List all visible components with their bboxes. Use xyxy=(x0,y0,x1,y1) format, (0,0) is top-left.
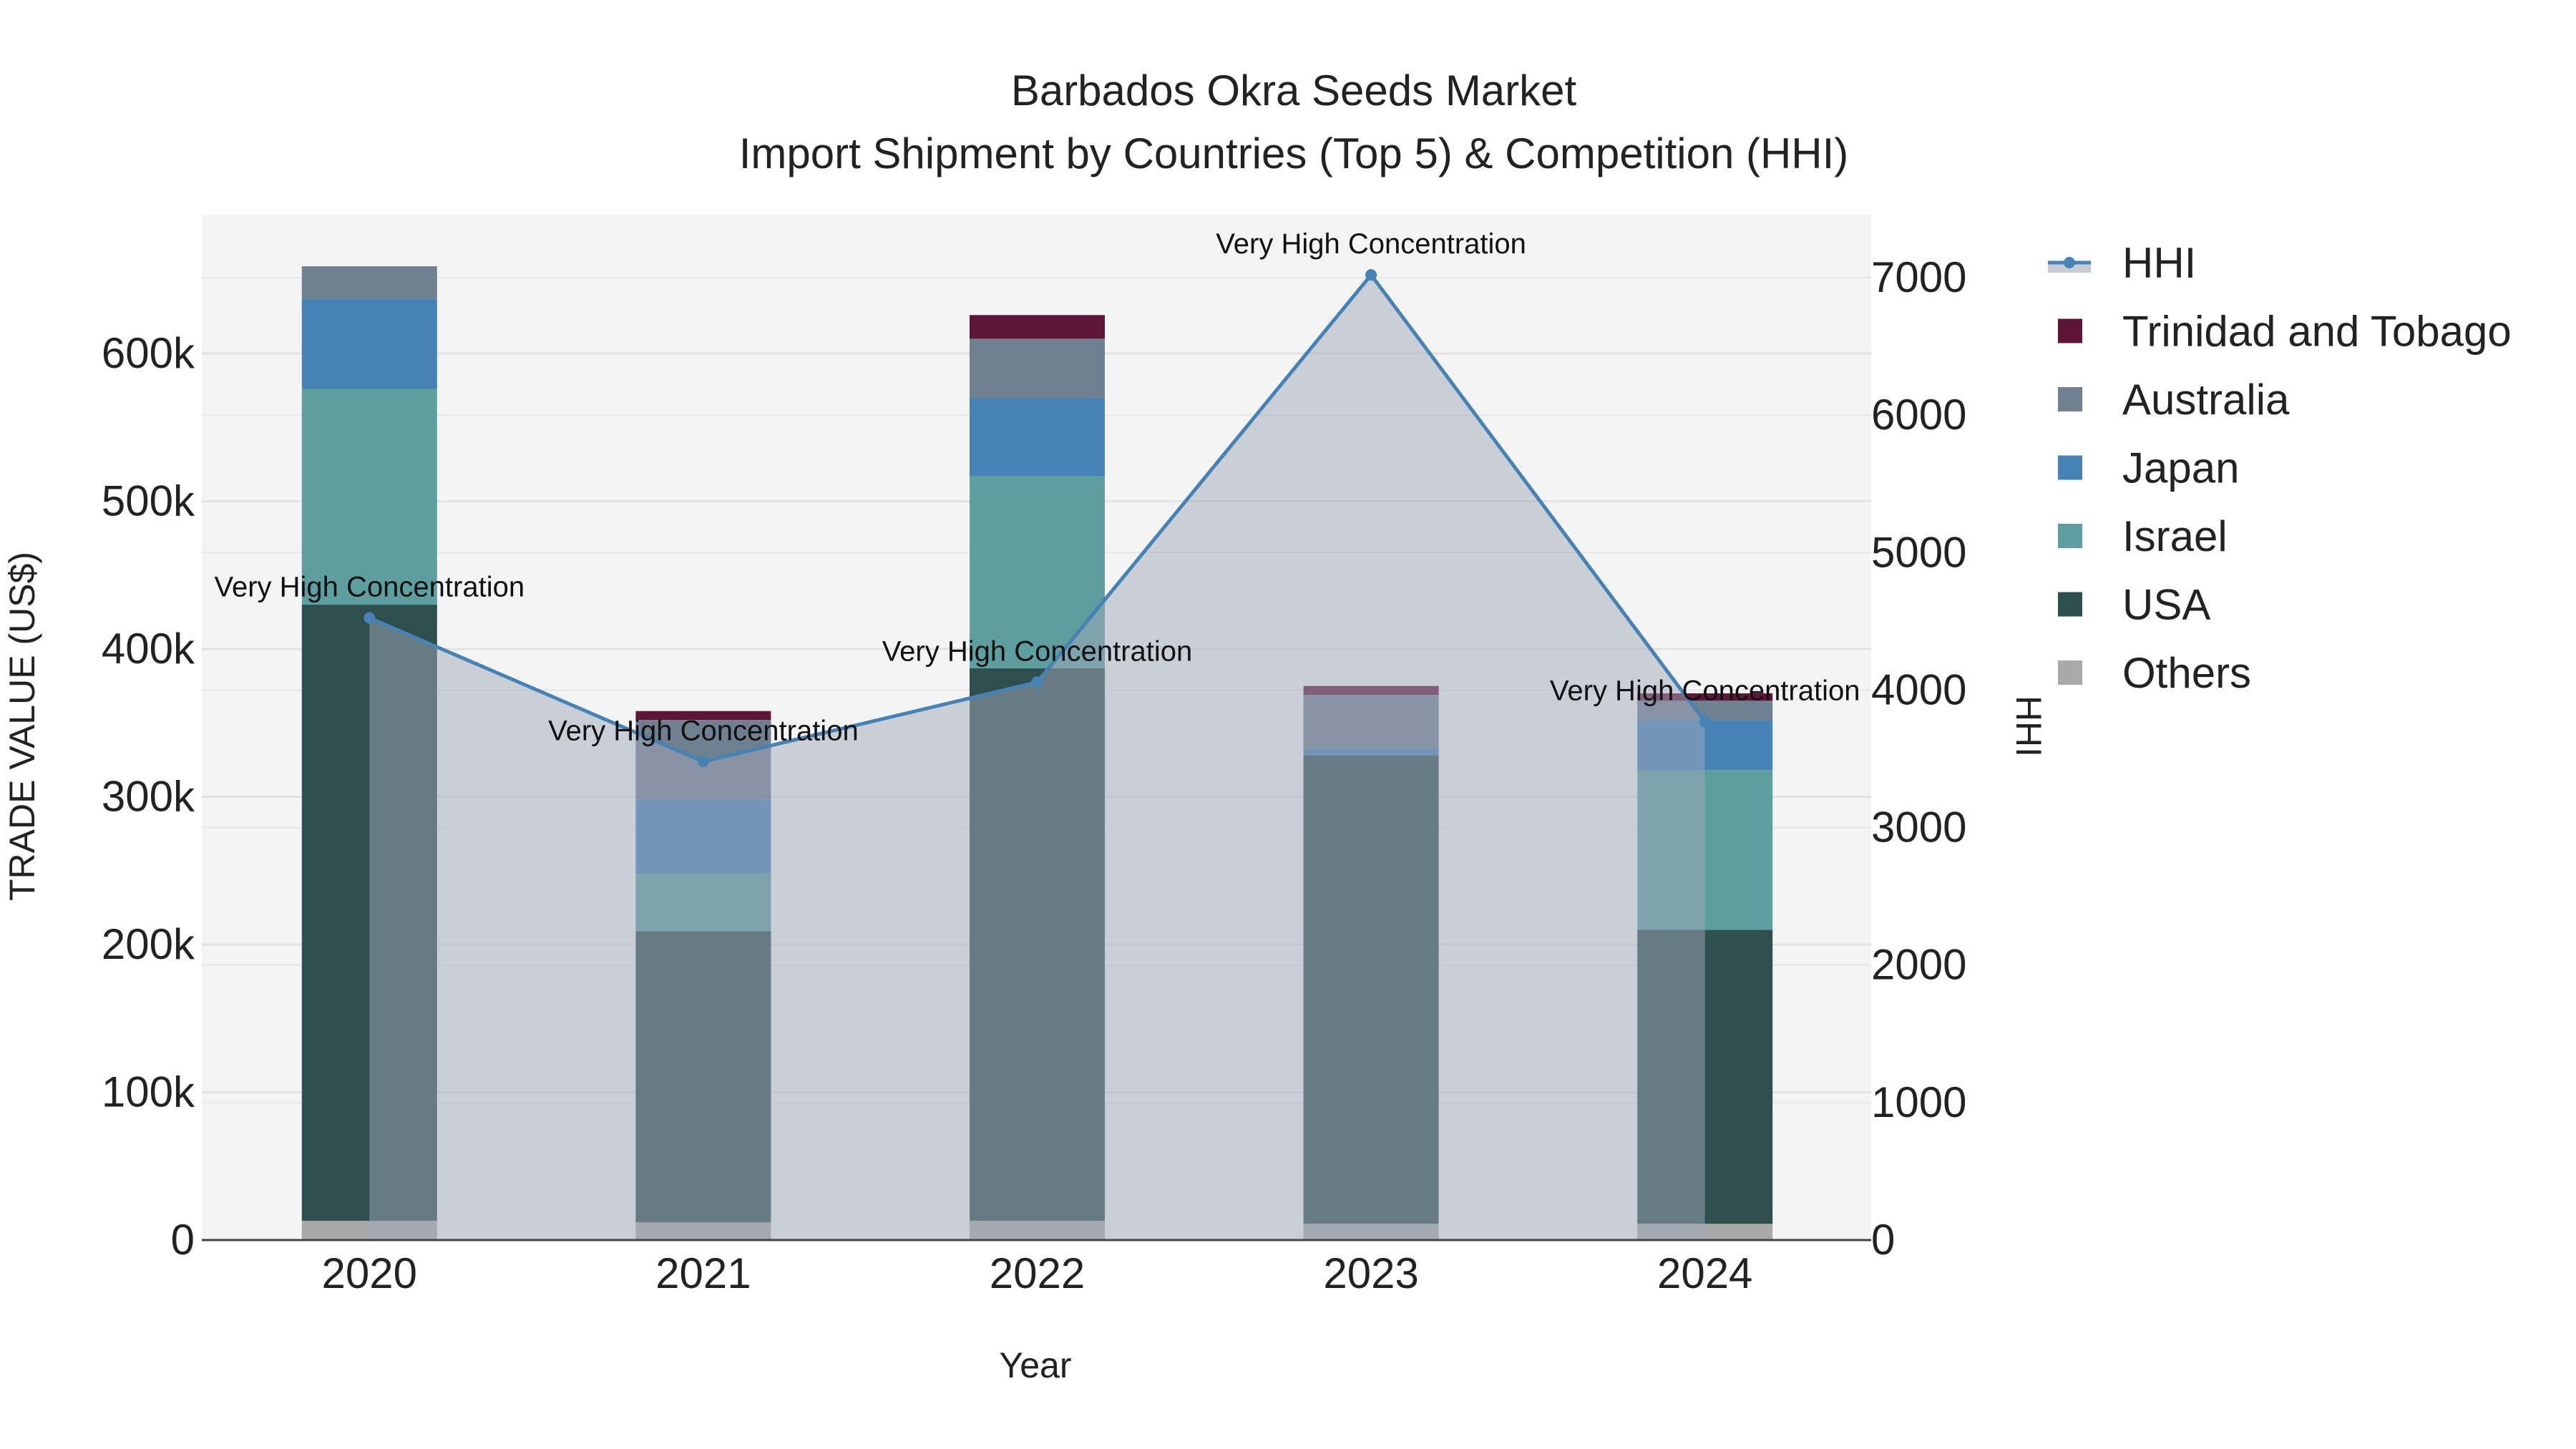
y2-tick-label: 2000 xyxy=(1871,941,1966,989)
legend-swatch xyxy=(2058,318,2082,343)
hhi-area xyxy=(369,275,1705,1241)
legend-swatch xyxy=(2058,455,2082,480)
bar-trinidad-and-tobago xyxy=(635,711,771,721)
hhi-point xyxy=(1365,269,1377,281)
legend-swatch xyxy=(2058,387,2082,411)
y2-tick-label: 6000 xyxy=(1871,391,1966,439)
x-tick-label: 2024 xyxy=(1657,1249,1752,1297)
x-tick-label: 2021 xyxy=(655,1249,751,1297)
legend-swatch xyxy=(2058,524,2082,548)
chart-title: Barbados Okra Seeds Market xyxy=(1011,67,1577,114)
legend-label: Australia xyxy=(2122,376,2290,424)
x-axis-title: Year xyxy=(999,1345,1071,1385)
legend-hhi-marker xyxy=(2064,257,2075,268)
y-tick-label: 300k xyxy=(102,773,195,821)
x-tick-label: 2023 xyxy=(1323,1249,1418,1297)
hhi-point xyxy=(1699,716,1711,728)
y2-tick-label: 0 xyxy=(1871,1216,1895,1264)
hhi-annotation: Very High Concentration xyxy=(215,572,525,603)
bar-japan xyxy=(970,397,1105,477)
hhi-point xyxy=(697,756,709,768)
y-tick-label: 0 xyxy=(171,1216,195,1264)
legend-label: Trinidad and Tobago xyxy=(2122,308,2512,356)
legend-swatch xyxy=(2058,660,2082,685)
y2-axis-title: HHI xyxy=(2009,696,2049,757)
hhi-annotation: Very High Concentration xyxy=(1216,228,1526,260)
y2-tick-label: 1000 xyxy=(1871,1078,1966,1126)
y-tick-label: 200k xyxy=(102,920,195,968)
hhi-annotation: Very High Concentration xyxy=(548,715,859,746)
bar-trinidad-and-tobago xyxy=(1637,693,1773,701)
hhi-point xyxy=(364,612,376,624)
x-tick-label: 2022 xyxy=(990,1249,1085,1297)
bar-japan xyxy=(301,298,437,389)
legend-label: Others xyxy=(2122,649,2251,697)
y2-tick-label: 3000 xyxy=(1871,804,1966,852)
hhi-annotation: Very High Concentration xyxy=(882,635,1193,667)
bar-australia xyxy=(970,338,1105,398)
y2-tick-label: 5000 xyxy=(1871,528,1966,576)
y2-tick-label: 7000 xyxy=(1871,253,1966,301)
y-tick-label: 600k xyxy=(102,329,195,377)
hhi-annotation: Very High Concentration xyxy=(1550,675,1860,707)
y-axis-title: TRADE VALUE (US$) xyxy=(2,552,42,901)
y-tick-label: 500k xyxy=(102,477,195,525)
hhi-point xyxy=(1031,676,1043,688)
bar-israel xyxy=(301,389,437,605)
x-tick-label: 2020 xyxy=(322,1249,417,1297)
bar-trinidad-and-tobago xyxy=(970,315,1105,339)
legend-label: Israel xyxy=(2122,512,2228,560)
chart-subtitle: Import Shipment by Countries (Top 5) & C… xyxy=(739,130,1849,177)
legend-swatch xyxy=(2058,592,2082,617)
legend-label: USA xyxy=(2122,581,2210,629)
legend-label: HHI xyxy=(2122,239,2196,287)
y-tick-label: 400k xyxy=(102,625,195,673)
bar-australia xyxy=(301,266,437,299)
legend-label: Japan xyxy=(2122,444,2239,492)
y2-tick-label: 4000 xyxy=(1871,665,1966,713)
y-tick-label: 100k xyxy=(102,1068,195,1116)
